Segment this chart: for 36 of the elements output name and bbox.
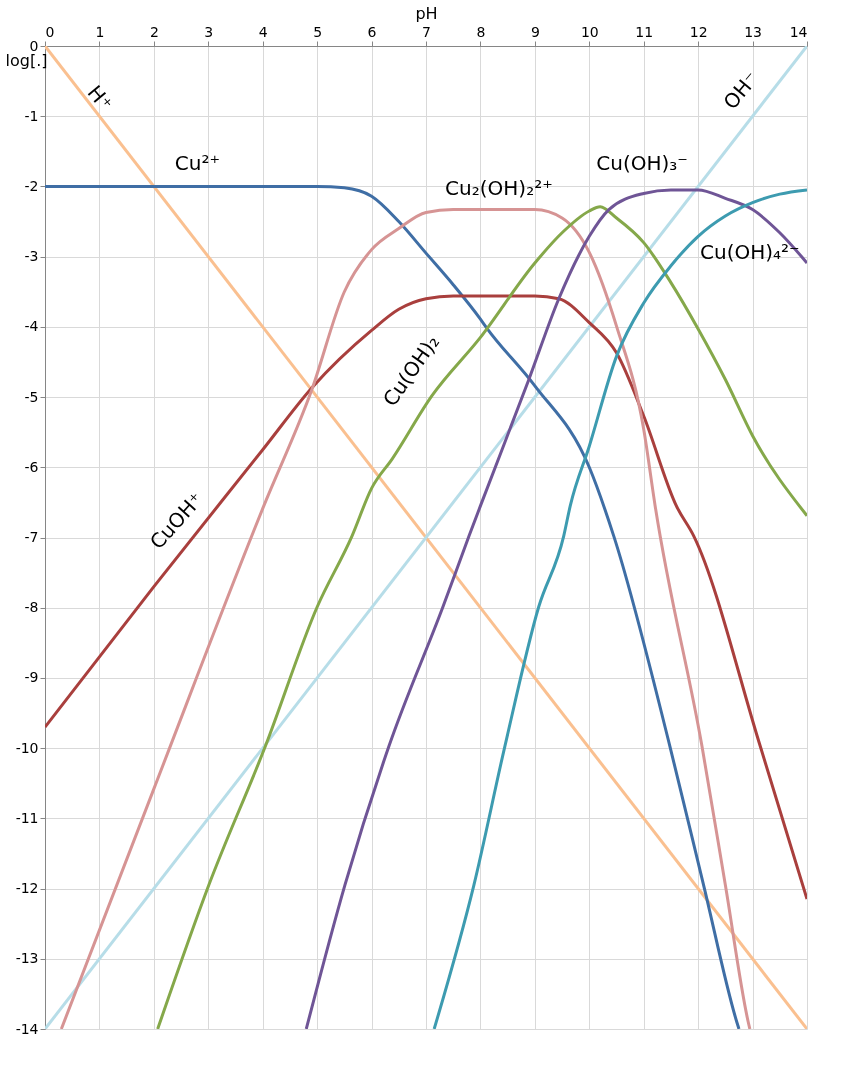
series-label: Cu²⁺	[174, 150, 221, 175]
y-tick-label: -4	[24, 318, 39, 335]
x-tick-label: 1	[95, 23, 105, 40]
series-label: Cu(OH)₃⁻	[596, 150, 688, 175]
y-tick-label: -1	[24, 107, 39, 124]
x-axis-title: pH	[415, 3, 438, 23]
x-tick-label: 10	[580, 23, 599, 40]
x-tick-label: 0	[45, 23, 55, 40]
y-tick-label: -11	[15, 809, 39, 826]
x-tick-label: 8	[476, 23, 486, 40]
x-tick-label: 2	[149, 23, 159, 40]
x-tick-label: 4	[258, 23, 268, 40]
y-tick-label: -5	[24, 388, 39, 405]
y-tick-label: -12	[15, 880, 39, 897]
x-tick-label: 9	[530, 23, 540, 40]
x-tick-label: 3	[204, 23, 214, 40]
x-tick-label: 14	[789, 23, 808, 40]
series-label: Cu(OH)₄²⁻	[700, 240, 800, 265]
y-tick-label: -6	[24, 458, 39, 475]
x-tick-label: 11	[635, 23, 654, 40]
y-tick-label: -9	[24, 669, 39, 686]
y-tick-label: -10	[15, 739, 39, 756]
series-label: Cu₂(OH)₂²⁺	[445, 176, 553, 201]
y-tick-label: -14	[15, 1020, 39, 1037]
text: H⁺	[82, 80, 118, 116]
x-tick-label: 13	[744, 23, 762, 40]
y-tick-label: -13	[15, 950, 39, 967]
x-tick-label: 12	[689, 23, 708, 40]
x-tick-label: 5	[313, 23, 323, 40]
x-tick-label: 6	[367, 23, 377, 40]
y-tick-label: -3	[24, 248, 39, 265]
y-tick-label: -2	[24, 177, 39, 194]
x-tick-label: 7	[422, 23, 431, 40]
y-tick-label: -8	[24, 599, 39, 616]
line-series	[45, 294, 807, 901]
y-tick-label: -7	[24, 529, 39, 545]
